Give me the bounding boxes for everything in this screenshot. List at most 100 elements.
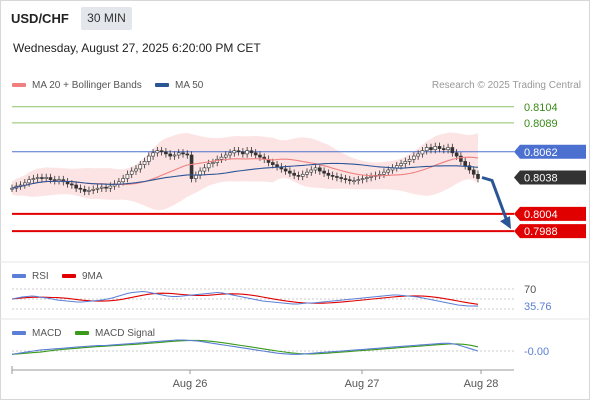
target-arrow-head bbox=[500, 216, 511, 230]
level-tag-0.8004 bbox=[514, 206, 586, 221]
legend-macd-signal: MACD Signal bbox=[75, 328, 155, 339]
time-axis-label: Aug 26 bbox=[173, 378, 208, 390]
candle-body bbox=[48, 177, 53, 180]
candle-body bbox=[433, 146, 438, 150]
candle-body bbox=[202, 167, 207, 172]
candle-body bbox=[339, 177, 343, 179]
candle-body bbox=[305, 171, 309, 175]
candle-body bbox=[275, 164, 279, 168]
candle-body bbox=[322, 170, 326, 174]
macd-signal-swatch bbox=[75, 331, 89, 336]
legend-macd-signal-label: MACD Signal bbox=[95, 328, 156, 339]
chart-datetime: Wednesday, August 27, 2025 6:20:00 PM CE… bbox=[13, 41, 261, 55]
legend-ma20-label: MA 20 + Bollinger Bands bbox=[32, 80, 142, 91]
candle-body bbox=[147, 155, 151, 162]
legend-macd: MACD bbox=[12, 328, 61, 339]
candle-body bbox=[386, 169, 391, 173]
candle-body bbox=[420, 150, 425, 155]
candle-body bbox=[236, 150, 241, 153]
rsi-level-label: 70 bbox=[524, 284, 536, 296]
candle-body bbox=[10, 187, 14, 190]
candle-body bbox=[121, 178, 125, 183]
candle-body bbox=[142, 161, 147, 165]
candle-body bbox=[108, 185, 113, 189]
candle-body bbox=[450, 147, 455, 154]
candle-body bbox=[300, 173, 305, 177]
candle-body bbox=[446, 147, 450, 150]
candle-body bbox=[134, 168, 138, 172]
macd-signal-line bbox=[11, 339, 479, 355]
candle-body bbox=[189, 154, 194, 179]
rsi-line bbox=[11, 290, 479, 307]
bollinger-bands-area bbox=[12, 132, 478, 211]
candle-body bbox=[151, 152, 155, 157]
candle-body bbox=[228, 152, 232, 156]
macd-value-label: -0.00 bbox=[524, 346, 549, 358]
symbol-title: USD/CHF bbox=[11, 11, 69, 26]
research-credit: Research © 2025 Trading Central bbox=[431, 80, 581, 91]
candle-body bbox=[360, 178, 365, 180]
legend-rsi-label: RSI bbox=[32, 271, 49, 282]
candle-body bbox=[245, 150, 249, 155]
ma50-line bbox=[11, 162, 479, 189]
timeframe-button[interactable]: 30 MIN bbox=[81, 7, 132, 30]
level-label-0.8004: 0.8004 bbox=[524, 209, 558, 221]
candle-body bbox=[87, 190, 91, 192]
candle-body bbox=[283, 168, 288, 172]
candle-body bbox=[459, 155, 463, 162]
candle-body bbox=[65, 181, 70, 185]
time-axis-label: Aug 28 bbox=[464, 378, 499, 390]
candle-body bbox=[476, 173, 480, 179]
candle-body bbox=[377, 173, 382, 176]
level-tag-0.8038 bbox=[514, 170, 586, 185]
candle-body bbox=[168, 153, 172, 157]
candle-body bbox=[104, 186, 108, 189]
candle-body bbox=[185, 153, 190, 156]
candle-body bbox=[52, 179, 57, 182]
candle-body bbox=[292, 172, 296, 176]
candle-body bbox=[356, 179, 361, 182]
candle-body bbox=[258, 154, 262, 158]
candle-body bbox=[172, 154, 177, 157]
candle-body bbox=[176, 152, 181, 156]
level-tag-0.7988 bbox=[514, 224, 586, 239]
candle-body bbox=[429, 147, 433, 150]
rsi-ma-swatch bbox=[62, 274, 76, 279]
candle-body bbox=[40, 177, 44, 179]
legend-ma50-label: MA 50 bbox=[175, 80, 204, 91]
legend-rsi: RSI bbox=[12, 271, 49, 282]
candle-body bbox=[194, 175, 198, 179]
candle-body bbox=[159, 150, 164, 153]
level-tag-0.8062 bbox=[514, 144, 586, 159]
candle-body bbox=[155, 150, 160, 154]
candle-body bbox=[82, 188, 87, 192]
candle-body bbox=[249, 150, 254, 154]
candle-body bbox=[309, 169, 314, 173]
candle-body bbox=[44, 177, 49, 179]
candle-body bbox=[352, 180, 356, 183]
candle-body bbox=[232, 150, 237, 154]
ma50-swatch bbox=[155, 83, 169, 88]
legend-ma50: MA 50 bbox=[155, 80, 203, 91]
candle-body bbox=[129, 170, 134, 175]
candle-body bbox=[471, 169, 476, 175]
candle-body bbox=[463, 161, 467, 167]
rsi-swatch bbox=[12, 274, 26, 279]
ma20-swatch bbox=[12, 83, 26, 88]
level-label-0.8104: 0.8104 bbox=[524, 102, 558, 114]
candle-body bbox=[181, 152, 185, 155]
candle-body bbox=[382, 171, 386, 175]
macd-swatch bbox=[12, 331, 26, 336]
candle-body bbox=[343, 178, 348, 180]
candle-body bbox=[138, 164, 143, 170]
candle-body bbox=[365, 177, 369, 179]
candle-body bbox=[223, 154, 228, 158]
candle-body bbox=[78, 187, 83, 190]
legend-macd-label: MACD bbox=[32, 328, 62, 339]
candle-body bbox=[164, 151, 168, 155]
candle-body bbox=[347, 179, 352, 182]
candle-body bbox=[326, 172, 331, 176]
legend-ma20: MA 20 + Bollinger Bands bbox=[12, 80, 142, 91]
level-label-0.8062: 0.8062 bbox=[524, 147, 558, 159]
